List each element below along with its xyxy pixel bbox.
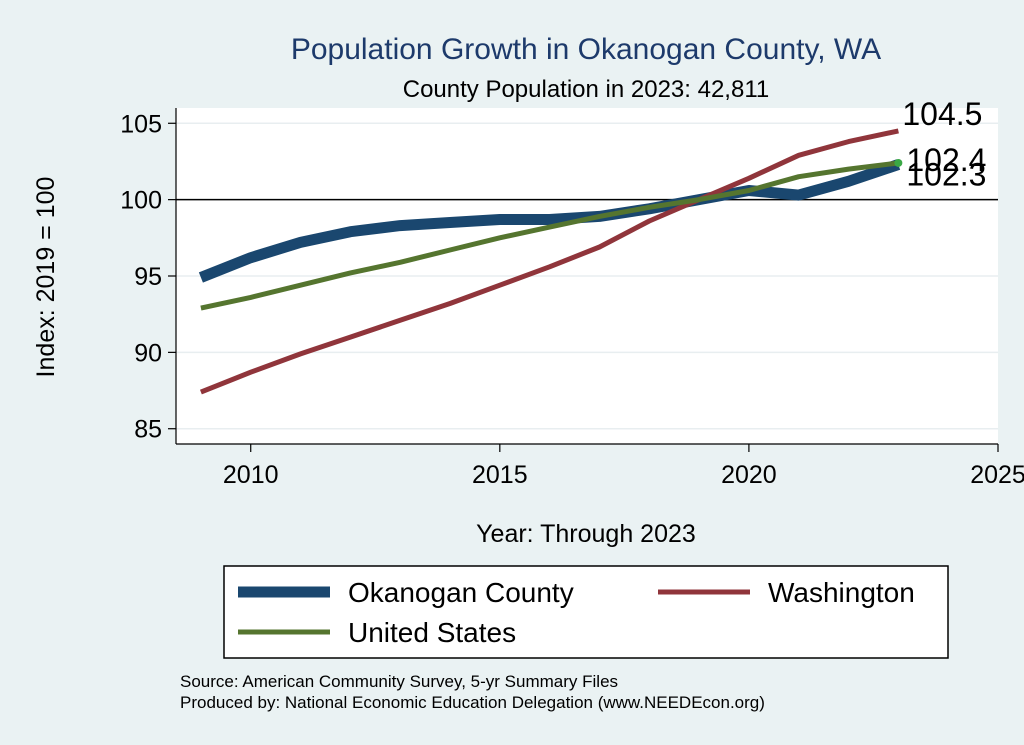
chart-subtitle: County Population in 2023: 42,811 bbox=[403, 76, 770, 103]
series-line-united-states bbox=[200, 160, 899, 311]
chart-title: Population Growth in Okanogan County, WA bbox=[291, 33, 881, 66]
x-tick-label: 2010 bbox=[223, 461, 279, 489]
y-tick-label: 90 bbox=[134, 339, 162, 367]
y-tick-label: 100 bbox=[120, 187, 162, 215]
x-tick-label: 2025 bbox=[970, 461, 1024, 489]
legend-label: United States bbox=[348, 617, 516, 648]
x-tick-label: 2020 bbox=[721, 461, 777, 489]
series-end-marker bbox=[894, 158, 903, 167]
label-layer: 102.3 104.5 102.4 bbox=[902, 96, 986, 193]
y-tick-label: 85 bbox=[134, 416, 162, 444]
y-tick-label: 95 bbox=[134, 263, 162, 291]
legend-label: Okanogan County bbox=[348, 577, 574, 608]
series-layer bbox=[198, 128, 903, 395]
end-label-washington: 104.5 bbox=[902, 96, 982, 132]
legend: Okanogan County Washington United States bbox=[238, 577, 915, 648]
produced-by-note: Produced by: National Economic Education… bbox=[180, 693, 765, 712]
x-axis-label: Year: Through 2023 bbox=[476, 520, 696, 548]
series-line-washington bbox=[199, 128, 899, 395]
x-tick-label: 2015 bbox=[472, 461, 528, 489]
y-axis-label: Index: 2019 = 100 bbox=[32, 177, 60, 378]
legend-box bbox=[223, 565, 949, 659]
series-line-okanogan-county bbox=[198, 159, 901, 283]
legend-label: Washington bbox=[768, 577, 915, 608]
source-note: Source: American Community Survey, 5-yr … bbox=[180, 672, 618, 691]
end-label-okanogan-county: 102.3 bbox=[906, 157, 986, 193]
axes-layer: 85 90 95 100 105 2010 2015 2020 2025 bbox=[120, 108, 1024, 489]
y-tick-label: 105 bbox=[120, 110, 162, 138]
end-label-united-states: 102.4 bbox=[906, 142, 986, 178]
